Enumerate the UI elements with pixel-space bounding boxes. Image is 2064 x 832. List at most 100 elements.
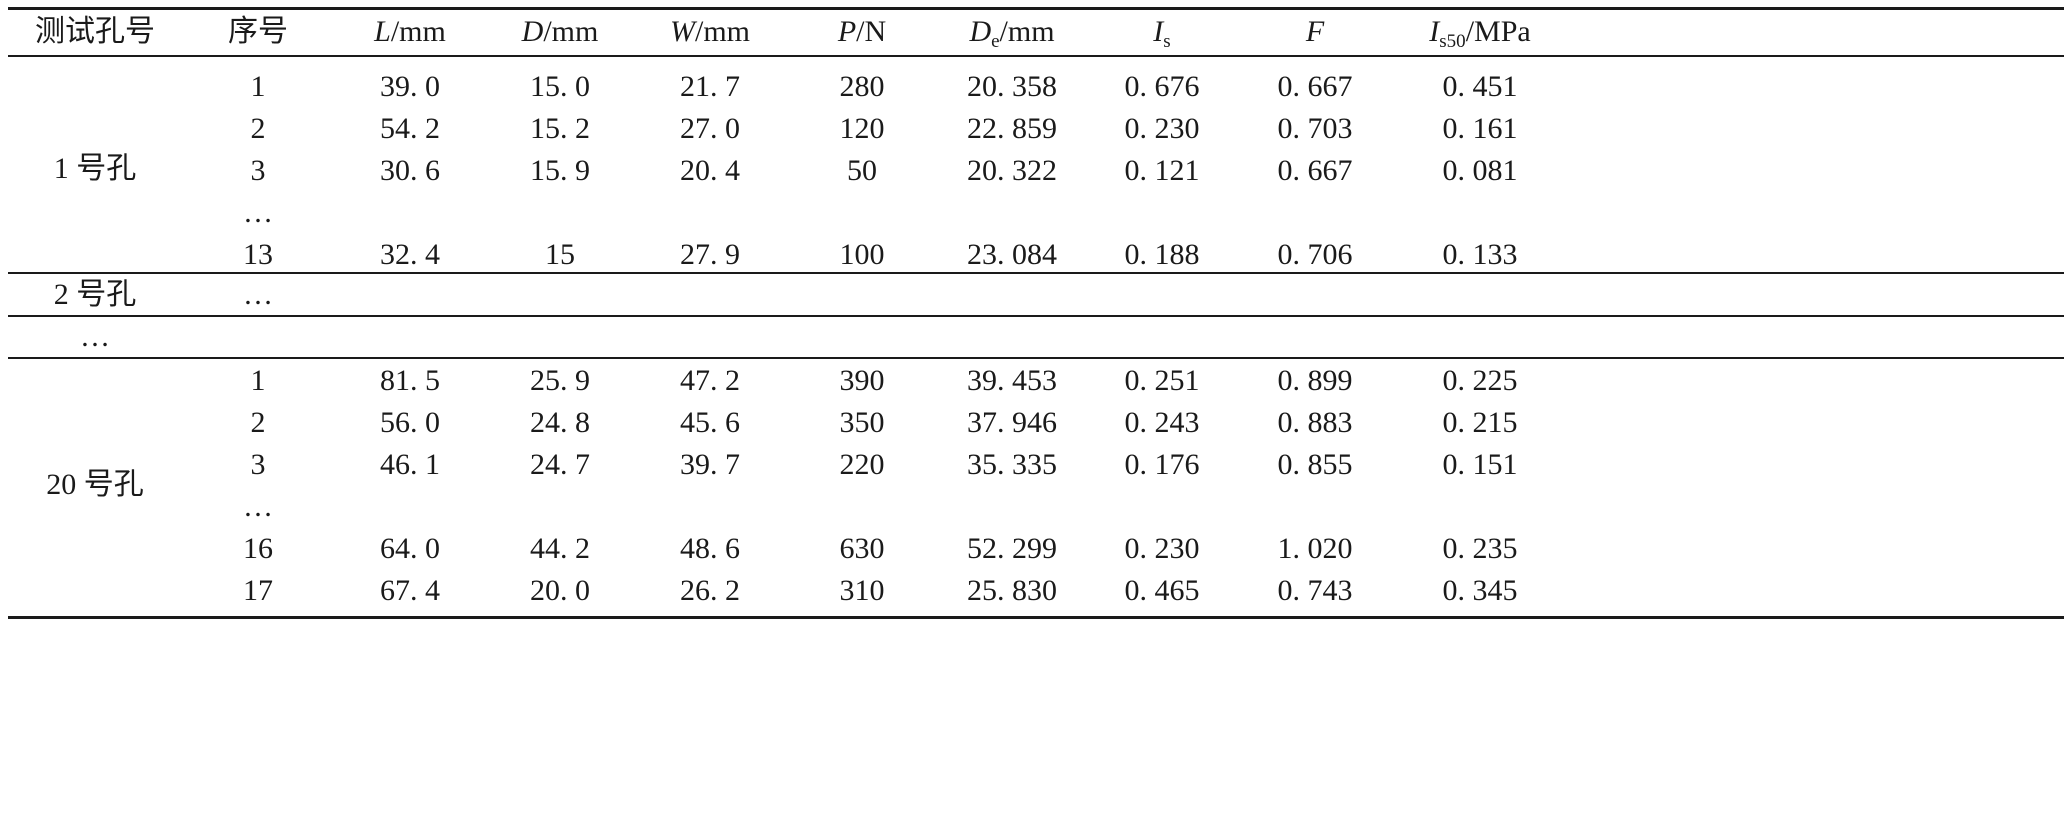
cell-sequence: 3 — [250, 448, 266, 481]
cell-point-load-index: 0. 230 — [1124, 112, 1200, 145]
cell-length: 39. 0 — [380, 70, 440, 103]
group-label-ellipsis: … — [80, 320, 110, 353]
group-2-sequence: … — [243, 278, 273, 311]
header-hole-number: 测试孔号 — [35, 15, 155, 48]
header-point-load-index: Is — [1153, 15, 1171, 52]
cell-load: 630 — [839, 532, 885, 565]
cell-width: 47. 2 — [680, 364, 740, 397]
cell-correction-factor: 0. 899 — [1277, 364, 1353, 397]
cell-correction-factor: 0. 703 — [1277, 112, 1353, 145]
cell-point-load-index: 0. 121 — [1124, 154, 1200, 187]
group-3-bottom-rule — [8, 357, 2064, 359]
cell-width: 20. 4 — [680, 154, 740, 187]
cell-point-load-index: 0. 243 — [1124, 406, 1200, 439]
cell-width: 27. 9 — [680, 238, 740, 271]
cell-width: 45. 6 — [680, 406, 740, 439]
cell-length: 30. 6 — [380, 154, 440, 187]
cell-width: 26. 2 — [680, 574, 740, 607]
bottom-rule — [8, 616, 2064, 619]
cell-diameter: 20. 0 — [530, 574, 590, 607]
cell-corrected-index: 0. 345 — [1442, 574, 1518, 607]
cell-point-load-index: 0. 188 — [1124, 238, 1200, 271]
cell-length: 81. 5 — [380, 364, 440, 397]
cell-sequence: 17 — [243, 574, 273, 607]
cell-equivalent-diameter: 37. 946 — [967, 406, 1057, 439]
header-length: L/mm — [374, 15, 446, 48]
cell-diameter: 24. 8 — [530, 406, 590, 439]
cell-sequence: 2 — [250, 406, 266, 439]
cell-length: 64. 0 — [380, 532, 440, 565]
cell-length: 46. 1 — [380, 448, 440, 481]
cell-sequence: 16 — [243, 532, 273, 565]
header-sequence: 序号 — [228, 15, 288, 48]
cell-diameter: 24. 7 — [530, 448, 590, 481]
cell-width: 39. 7 — [680, 448, 740, 481]
cell-equivalent-diameter: 39. 453 — [967, 364, 1057, 397]
cell-length: 56. 0 — [380, 406, 440, 439]
header-width: W/mm — [669, 15, 751, 48]
header-diameter: D/mm — [521, 15, 599, 48]
cell-sequence: 1 — [250, 364, 266, 397]
cell-corrected-index: 0. 081 — [1442, 154, 1518, 187]
top-rule — [8, 7, 2064, 10]
cell-length: 54. 2 — [380, 112, 440, 145]
cell-sequence: 1 — [250, 70, 266, 103]
cell-load: 50 — [847, 154, 877, 187]
cell-equivalent-diameter: 20. 358 — [967, 70, 1057, 103]
cell-width: 48. 6 — [680, 532, 740, 565]
cell-equivalent-diameter: 35. 335 — [967, 448, 1057, 481]
cell-equivalent-diameter: 22. 859 — [967, 112, 1057, 145]
cell-sequence: … — [243, 196, 273, 229]
header-correction-factor: F — [1305, 15, 1325, 48]
group-label-hole-1: 1 号孔 — [53, 152, 137, 185]
cell-load: 120 — [839, 112, 885, 145]
cell-corrected-index: 0. 215 — [1442, 406, 1518, 439]
cell-sequence: … — [243, 490, 273, 523]
cell-equivalent-diameter: 20. 322 — [967, 154, 1057, 187]
cell-diameter: 15. 0 — [530, 70, 590, 103]
cell-point-load-index: 0. 230 — [1124, 532, 1200, 565]
group-1-bottom-rule — [8, 272, 2064, 274]
group-label-hole-20: 20 号孔 — [46, 468, 144, 501]
cell-correction-factor: 0. 743 — [1277, 574, 1353, 607]
cell-load: 100 — [839, 238, 885, 271]
cell-sequence: 2 — [250, 112, 266, 145]
cell-correction-factor: 1. 020 — [1277, 532, 1353, 565]
cell-length: 32. 4 — [380, 238, 440, 271]
cell-load: 280 — [839, 70, 885, 103]
cell-equivalent-diameter: 25. 830 — [967, 574, 1057, 607]
cell-equivalent-diameter: 23. 084 — [967, 238, 1057, 271]
cell-point-load-index: 0. 465 — [1124, 574, 1200, 607]
cell-load: 390 — [839, 364, 885, 397]
cell-correction-factor: 0. 706 — [1277, 238, 1353, 271]
cell-correction-factor: 0. 667 — [1277, 70, 1353, 103]
cell-point-load-index: 0. 176 — [1124, 448, 1200, 481]
cell-load: 310 — [839, 574, 885, 607]
header-rule — [8, 55, 2064, 57]
cell-diameter: 25. 9 — [530, 364, 590, 397]
cell-diameter: 44. 2 — [530, 532, 590, 565]
cell-load: 220 — [839, 448, 885, 481]
cell-diameter: 15. 9 — [530, 154, 590, 187]
cell-point-load-index: 0. 251 — [1124, 364, 1200, 397]
group-2-bottom-rule — [8, 315, 2064, 317]
cell-diameter: 15 — [545, 238, 575, 271]
header-load: P/N — [837, 15, 887, 48]
cell-correction-factor: 0. 667 — [1277, 154, 1353, 187]
group-label-hole-2: 2 号孔 — [53, 278, 137, 311]
cell-corrected-index: 0. 235 — [1442, 532, 1518, 565]
header-corrected-index: Is50/MPa — [1429, 15, 1531, 52]
cell-length: 67. 4 — [380, 574, 440, 607]
cell-correction-factor: 0. 855 — [1277, 448, 1353, 481]
cell-corrected-index: 0. 451 — [1442, 70, 1518, 103]
cell-equivalent-diameter: 52. 299 — [967, 532, 1057, 565]
cell-diameter: 15. 2 — [530, 112, 590, 145]
cell-sequence: 3 — [250, 154, 266, 187]
cell-corrected-index: 0. 133 — [1442, 238, 1518, 271]
cell-width: 27. 0 — [680, 112, 740, 145]
cell-corrected-index: 0. 151 — [1442, 448, 1518, 481]
cell-point-load-index: 0. 676 — [1124, 70, 1200, 103]
cell-corrected-index: 0. 161 — [1442, 112, 1518, 145]
header-equivalent-diameter: De/mm — [969, 15, 1055, 52]
cell-sequence: 13 — [243, 238, 273, 271]
